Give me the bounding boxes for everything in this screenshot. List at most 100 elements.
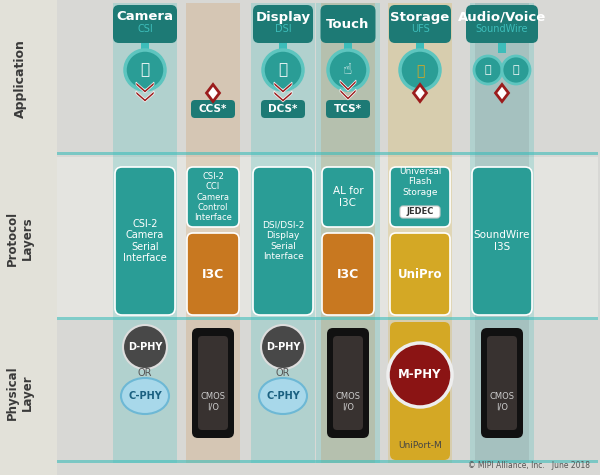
Bar [0, 0, 57, 475]
Text: D-PHY: D-PHY [128, 342, 162, 352]
Text: Protocol
Layers: Protocol Layers [6, 211, 34, 266]
Ellipse shape [259, 378, 307, 414]
Ellipse shape [502, 56, 530, 84]
FancyBboxPatch shape [253, 167, 313, 315]
Polygon shape [274, 82, 292, 93]
Bar [113, 3, 177, 463]
Bar [186, 3, 240, 463]
FancyBboxPatch shape [113, 5, 177, 43]
Text: 🔋: 🔋 [416, 64, 424, 78]
Bar [316, 3, 380, 463]
Bar [321, 3, 375, 463]
FancyBboxPatch shape [487, 336, 517, 430]
Text: 🎤: 🎤 [485, 65, 491, 75]
FancyBboxPatch shape [390, 233, 450, 315]
FancyBboxPatch shape [253, 5, 313, 43]
FancyBboxPatch shape [322, 233, 374, 315]
Text: CMOS
I/O: CMOS I/O [335, 392, 361, 411]
Ellipse shape [474, 56, 502, 84]
FancyBboxPatch shape [400, 206, 440, 218]
Polygon shape [206, 85, 220, 102]
Text: Display: Display [256, 10, 311, 23]
Text: Physical
Layer: Physical Layer [6, 366, 34, 420]
Bar [416, 39, 424, 53]
Circle shape [261, 325, 305, 369]
Text: Application: Application [13, 39, 26, 118]
FancyBboxPatch shape [466, 5, 538, 43]
Text: ☝: ☝ [343, 63, 353, 77]
Text: UniPro: UniPro [398, 267, 442, 281]
Text: CMOS
I/O: CMOS I/O [200, 392, 226, 411]
FancyBboxPatch shape [322, 167, 374, 227]
Circle shape [388, 343, 452, 407]
Text: Universal
Flash
Storage: Universal Flash Storage [399, 167, 441, 197]
Text: OR: OR [276, 368, 290, 378]
FancyBboxPatch shape [320, 5, 376, 43]
Bar [57, 317, 598, 320]
Text: SoundWire
I3S: SoundWire I3S [474, 230, 530, 252]
Bar [57, 152, 598, 155]
Text: 🖥: 🖥 [278, 63, 287, 77]
Ellipse shape [328, 50, 368, 90]
Text: TCS*: TCS* [334, 104, 362, 114]
Text: UFS: UFS [410, 24, 430, 34]
Polygon shape [496, 85, 509, 102]
Text: JEDEC: JEDEC [406, 208, 434, 217]
Ellipse shape [400, 50, 440, 90]
Polygon shape [274, 91, 292, 102]
Bar [57, 323, 598, 463]
Text: D-PHY: D-PHY [266, 342, 300, 352]
Text: I3C: I3C [337, 267, 359, 281]
Text: Storage: Storage [391, 10, 449, 23]
Polygon shape [136, 82, 154, 93]
FancyBboxPatch shape [187, 233, 239, 315]
FancyBboxPatch shape [326, 100, 370, 118]
FancyBboxPatch shape [187, 167, 239, 227]
Polygon shape [340, 89, 356, 100]
Bar [475, 3, 529, 463]
FancyBboxPatch shape [261, 100, 305, 118]
Text: CSI-2
Camera
Serial
Interface: CSI-2 Camera Serial Interface [123, 218, 167, 264]
Text: Audio/Voice: Audio/Voice [458, 10, 546, 23]
Bar [279, 39, 287, 53]
Polygon shape [413, 85, 427, 102]
Bar [141, 39, 149, 53]
Text: CSI-2
CCI
Camera
Control
Interface: CSI-2 CCI Camera Control Interface [194, 171, 232, 222]
Polygon shape [340, 80, 356, 91]
Ellipse shape [263, 50, 303, 90]
Bar [388, 3, 452, 463]
Text: CSI: CSI [137, 24, 153, 34]
FancyBboxPatch shape [191, 100, 235, 118]
Ellipse shape [125, 50, 165, 90]
Text: AL for
I3C: AL for I3C [332, 186, 364, 208]
Text: UniPort-M: UniPort-M [398, 440, 442, 449]
FancyBboxPatch shape [472, 167, 532, 315]
FancyBboxPatch shape [481, 328, 523, 438]
Text: 🔊: 🔊 [512, 65, 520, 75]
Bar [470, 3, 534, 463]
Text: 📷: 📷 [140, 63, 149, 77]
FancyBboxPatch shape [390, 167, 450, 227]
Text: Touch: Touch [326, 18, 370, 30]
Text: DCS*: DCS* [268, 104, 298, 114]
FancyBboxPatch shape [333, 336, 363, 430]
Text: CMOS
I/O: CMOS I/O [490, 392, 515, 411]
Bar [57, 460, 598, 463]
Text: SoundWire: SoundWire [476, 24, 528, 34]
Bar [57, 3, 598, 155]
FancyBboxPatch shape [115, 167, 175, 315]
Text: C-PHY: C-PHY [266, 391, 300, 401]
FancyBboxPatch shape [327, 328, 369, 438]
Text: C-PHY: C-PHY [128, 391, 162, 401]
FancyBboxPatch shape [390, 322, 450, 460]
Bar [251, 3, 315, 463]
FancyBboxPatch shape [198, 336, 228, 430]
Bar [498, 39, 506, 53]
Bar [57, 157, 598, 320]
Text: CCS*: CCS* [199, 104, 227, 114]
Circle shape [123, 325, 167, 369]
Text: I3C: I3C [202, 267, 224, 281]
Text: DSI: DSI [275, 24, 292, 34]
FancyBboxPatch shape [192, 328, 234, 438]
Text: M-PHY: M-PHY [398, 369, 442, 381]
